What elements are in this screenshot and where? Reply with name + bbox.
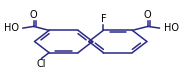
Text: HO: HO bbox=[164, 23, 179, 33]
Text: Cl: Cl bbox=[37, 59, 46, 69]
Text: O: O bbox=[144, 10, 152, 20]
Text: F: F bbox=[101, 14, 106, 24]
Text: HO: HO bbox=[4, 23, 19, 33]
Text: O: O bbox=[30, 10, 37, 20]
